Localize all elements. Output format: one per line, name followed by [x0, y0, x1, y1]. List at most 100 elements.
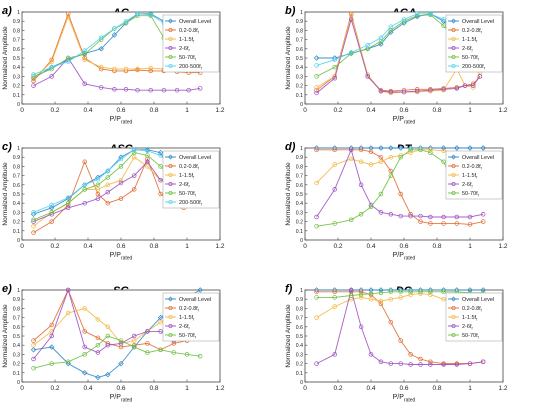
data-point [398, 361, 403, 366]
data-point [95, 191, 101, 197]
data-point [358, 295, 364, 300]
data-point [418, 219, 423, 224]
data-point [480, 211, 486, 217]
data-point [145, 164, 150, 169]
data-point [358, 159, 364, 165]
data-point [314, 85, 319, 90]
legend: Overall Level 0.2-0.8ff 1-1.5ff 2-6ff 50-70f… [162, 292, 220, 342]
x-tick-label: 0.6 [399, 385, 408, 392]
data-point [105, 182, 111, 188]
legend-marker [451, 63, 456, 69]
data-point [358, 292, 364, 297]
data-point [105, 333, 111, 339]
data-point [118, 338, 124, 343]
data-point [480, 145, 486, 151]
legend-entry: 2-6ff [179, 182, 190, 189]
legend-entry: 0.2-0.8ff [179, 28, 200, 35]
x-tick-label: 0.8 [149, 243, 158, 250]
data-point [148, 65, 153, 71]
data-point [368, 352, 374, 357]
data-point [49, 210, 54, 215]
data-point [49, 333, 54, 339]
data-point [332, 295, 337, 300]
data-point [82, 57, 87, 63]
data-point [348, 147, 354, 153]
data-point [398, 289, 403, 295]
y-tick-label: 0.9 [13, 19, 20, 25]
data-point [428, 289, 433, 295]
legend-marker [451, 154, 456, 160]
data-point [454, 221, 460, 226]
data-point [112, 26, 117, 31]
data-point [332, 57, 337, 63]
y-tick-label: 0.8 [13, 164, 20, 170]
data-point [49, 202, 54, 208]
legend-marker [168, 63, 173, 69]
data-point [118, 360, 124, 367]
y-axis-label: Normalized Amplitude [2, 162, 9, 226]
y-tick-label: 0.7 [296, 316, 303, 322]
legend-entry: 1-1.5ff [179, 37, 195, 44]
series-line [316, 291, 484, 365]
series-4 [314, 287, 486, 367]
data-point [31, 72, 36, 77]
x-tick-label: 0.4 [366, 385, 375, 392]
y-tick-label: 0.2 [13, 84, 20, 90]
y-tick-label: 1 [300, 10, 303, 16]
data-point [49, 74, 54, 79]
data-point [65, 359, 71, 365]
data-point [105, 371, 111, 378]
data-point [454, 86, 460, 91]
data-point [441, 362, 446, 367]
x-tick-label: 1 [468, 243, 472, 250]
x-tick-label: 1.2 [215, 107, 224, 114]
x-tick-label: 0 [20, 107, 24, 114]
data-point [314, 87, 319, 93]
data-point [467, 287, 473, 293]
data-point [408, 289, 413, 295]
data-point [158, 319, 163, 325]
x-tick-label: 1 [468, 385, 472, 392]
y-tick-label: 0.7 [296, 38, 303, 44]
data-point [118, 164, 124, 169]
data-point [388, 24, 394, 29]
x-tick-label: 0.8 [432, 243, 441, 250]
data-point [82, 370, 88, 376]
data-point [408, 150, 413, 155]
data-point [348, 156, 354, 162]
chart-panel-5: e)SG00.10.20.30.40.50.60.70.80.9100.20.4… [2, 283, 225, 404]
y-tick-label: 0.1 [13, 229, 20, 235]
data-point [388, 319, 394, 325]
legend-entry: 1-1.5ff [462, 173, 478, 180]
data-point [441, 289, 446, 295]
data-point [398, 213, 403, 219]
series-line [316, 148, 484, 218]
data-point [365, 42, 370, 48]
y-axis-label: Normalized Amplitude [285, 304, 292, 368]
data-point [49, 205, 55, 211]
legend: Overall Level 0.2-0.8ff 1-1.5ff 2-6ff 50-70f… [445, 14, 503, 73]
legend-entry: 0.2-0.8ff [462, 28, 483, 35]
y-tick-label: 0.5 [296, 56, 303, 62]
data-point [368, 296, 374, 302]
y-tick-label: 0.4 [13, 201, 20, 207]
series-4 [314, 17, 483, 96]
data-point [440, 145, 447, 151]
legend-entry: 2-6ff [462, 46, 473, 53]
legend-marker [451, 332, 456, 338]
data-point [388, 145, 394, 151]
data-point [378, 191, 384, 197]
data-point [31, 365, 36, 371]
y-tick-label: 0.1 [13, 371, 20, 377]
data-point [145, 341, 150, 346]
data-point [358, 324, 364, 330]
x-axis-label: P/Prated [110, 116, 133, 126]
legend-entry: 2-6ff [179, 324, 190, 331]
data-point [418, 289, 423, 295]
data-point [378, 154, 384, 160]
data-point [105, 324, 111, 330]
legend-entry: Overall Level [179, 155, 211, 161]
data-point [467, 222, 473, 227]
data-point [158, 164, 163, 169]
legend-marker [451, 36, 456, 42]
